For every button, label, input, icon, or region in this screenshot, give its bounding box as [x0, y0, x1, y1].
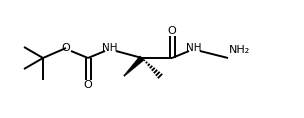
Text: NH: NH [186, 43, 202, 53]
Text: NH: NH [102, 43, 118, 53]
Text: NH₂: NH₂ [228, 45, 250, 55]
Text: O: O [62, 43, 70, 53]
Text: O: O [168, 26, 176, 36]
Polygon shape [124, 56, 144, 76]
Text: O: O [84, 80, 92, 90]
